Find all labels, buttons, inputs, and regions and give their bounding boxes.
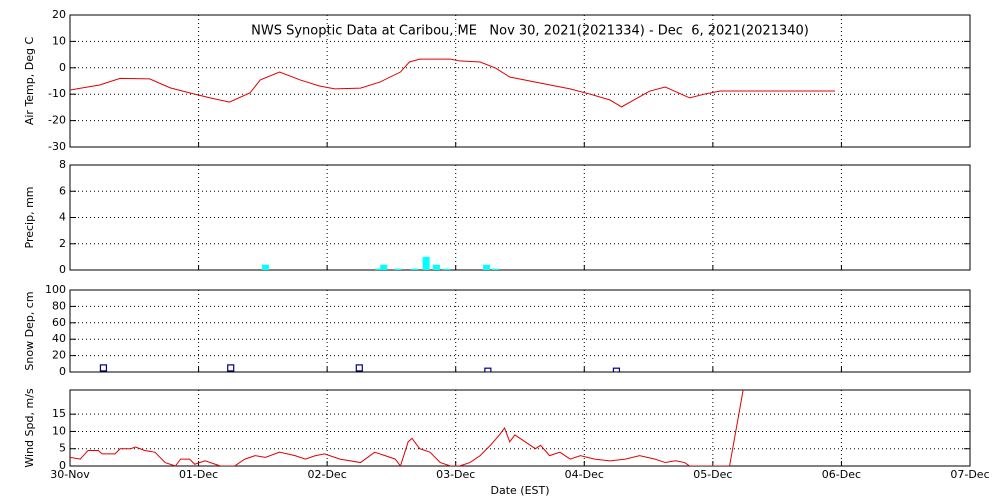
point — [355, 364, 363, 372]
y-tick-label: 60 — [52, 316, 66, 329]
point — [612, 367, 621, 372]
plot-area — [261, 256, 500, 270]
y-tick-label: 0 — [59, 365, 66, 378]
panel-frame — [69, 14, 971, 148]
y-tick-label: 20 — [52, 8, 66, 21]
x-tick-label: 05-Dec — [693, 468, 732, 481]
bar — [483, 264, 491, 270]
y-tick-label: 2 — [59, 237, 66, 250]
plot-area — [70, 58, 835, 108]
y-tick-label: 15 — [52, 407, 66, 420]
y-tick-label: -30 — [48, 140, 66, 153]
plot-area — [99, 364, 621, 372]
y-tick-label: 4 — [59, 211, 66, 224]
y-tick-label: -20 — [48, 114, 66, 127]
bar — [492, 268, 500, 270]
point — [227, 364, 235, 372]
y-tick-label: 100 — [45, 283, 66, 296]
panel-frame — [69, 389, 971, 467]
y-axis-label: Precip, mm — [23, 187, 36, 249]
chart-title: NWS Synoptic Data at Caribou, ME Nov 30,… — [251, 24, 809, 39]
y-tick-label: 0 — [59, 263, 66, 276]
bar — [411, 268, 419, 270]
x-tick-label: 01-Dec — [179, 468, 218, 481]
bar — [394, 268, 402, 270]
data-line — [70, 58, 835, 108]
y-tick-label: 6 — [59, 184, 66, 197]
x-tick-label: 04-Dec — [565, 468, 604, 481]
bar — [375, 268, 383, 270]
y-tick-label: 8 — [59, 158, 66, 171]
y-axis-label: Wind Spd, m/s — [23, 388, 36, 468]
y-axis-label: Air Temp, Deg C — [23, 37, 36, 126]
y-tick-label: 5 — [59, 442, 66, 455]
point — [99, 364, 108, 372]
bar — [432, 264, 440, 270]
plot-area — [70, 390, 744, 466]
x-tick-label: 02-Dec — [308, 468, 347, 481]
y-tick-label: -10 — [48, 87, 66, 100]
data-line — [70, 390, 744, 466]
y-tick-label: 80 — [52, 299, 66, 312]
x-tick-label: 30-Nov — [50, 468, 90, 481]
bar — [261, 264, 269, 270]
x-tick-label: 06-Dec — [822, 468, 861, 481]
y-tick-label: 20 — [52, 349, 66, 362]
y-tick-label: 10 — [52, 34, 66, 47]
y-axis-label: Snow Dep, cm — [23, 291, 36, 370]
panel-frame — [69, 164, 971, 271]
bar — [380, 264, 388, 270]
x-tick-label: 03-Dec — [436, 468, 475, 481]
y-tick-label: 0 — [59, 459, 66, 472]
panel-frame — [69, 289, 971, 373]
y-tick-label: 10 — [52, 424, 66, 437]
y-tick-label: 40 — [52, 332, 66, 345]
bar — [422, 256, 430, 270]
y-tick-label: 0 — [59, 61, 66, 74]
x-axis-label: Date (EST) — [490, 484, 549, 497]
point — [484, 367, 492, 372]
bar — [443, 268, 451, 270]
x-tick-label: 07-Dec — [950, 468, 989, 481]
